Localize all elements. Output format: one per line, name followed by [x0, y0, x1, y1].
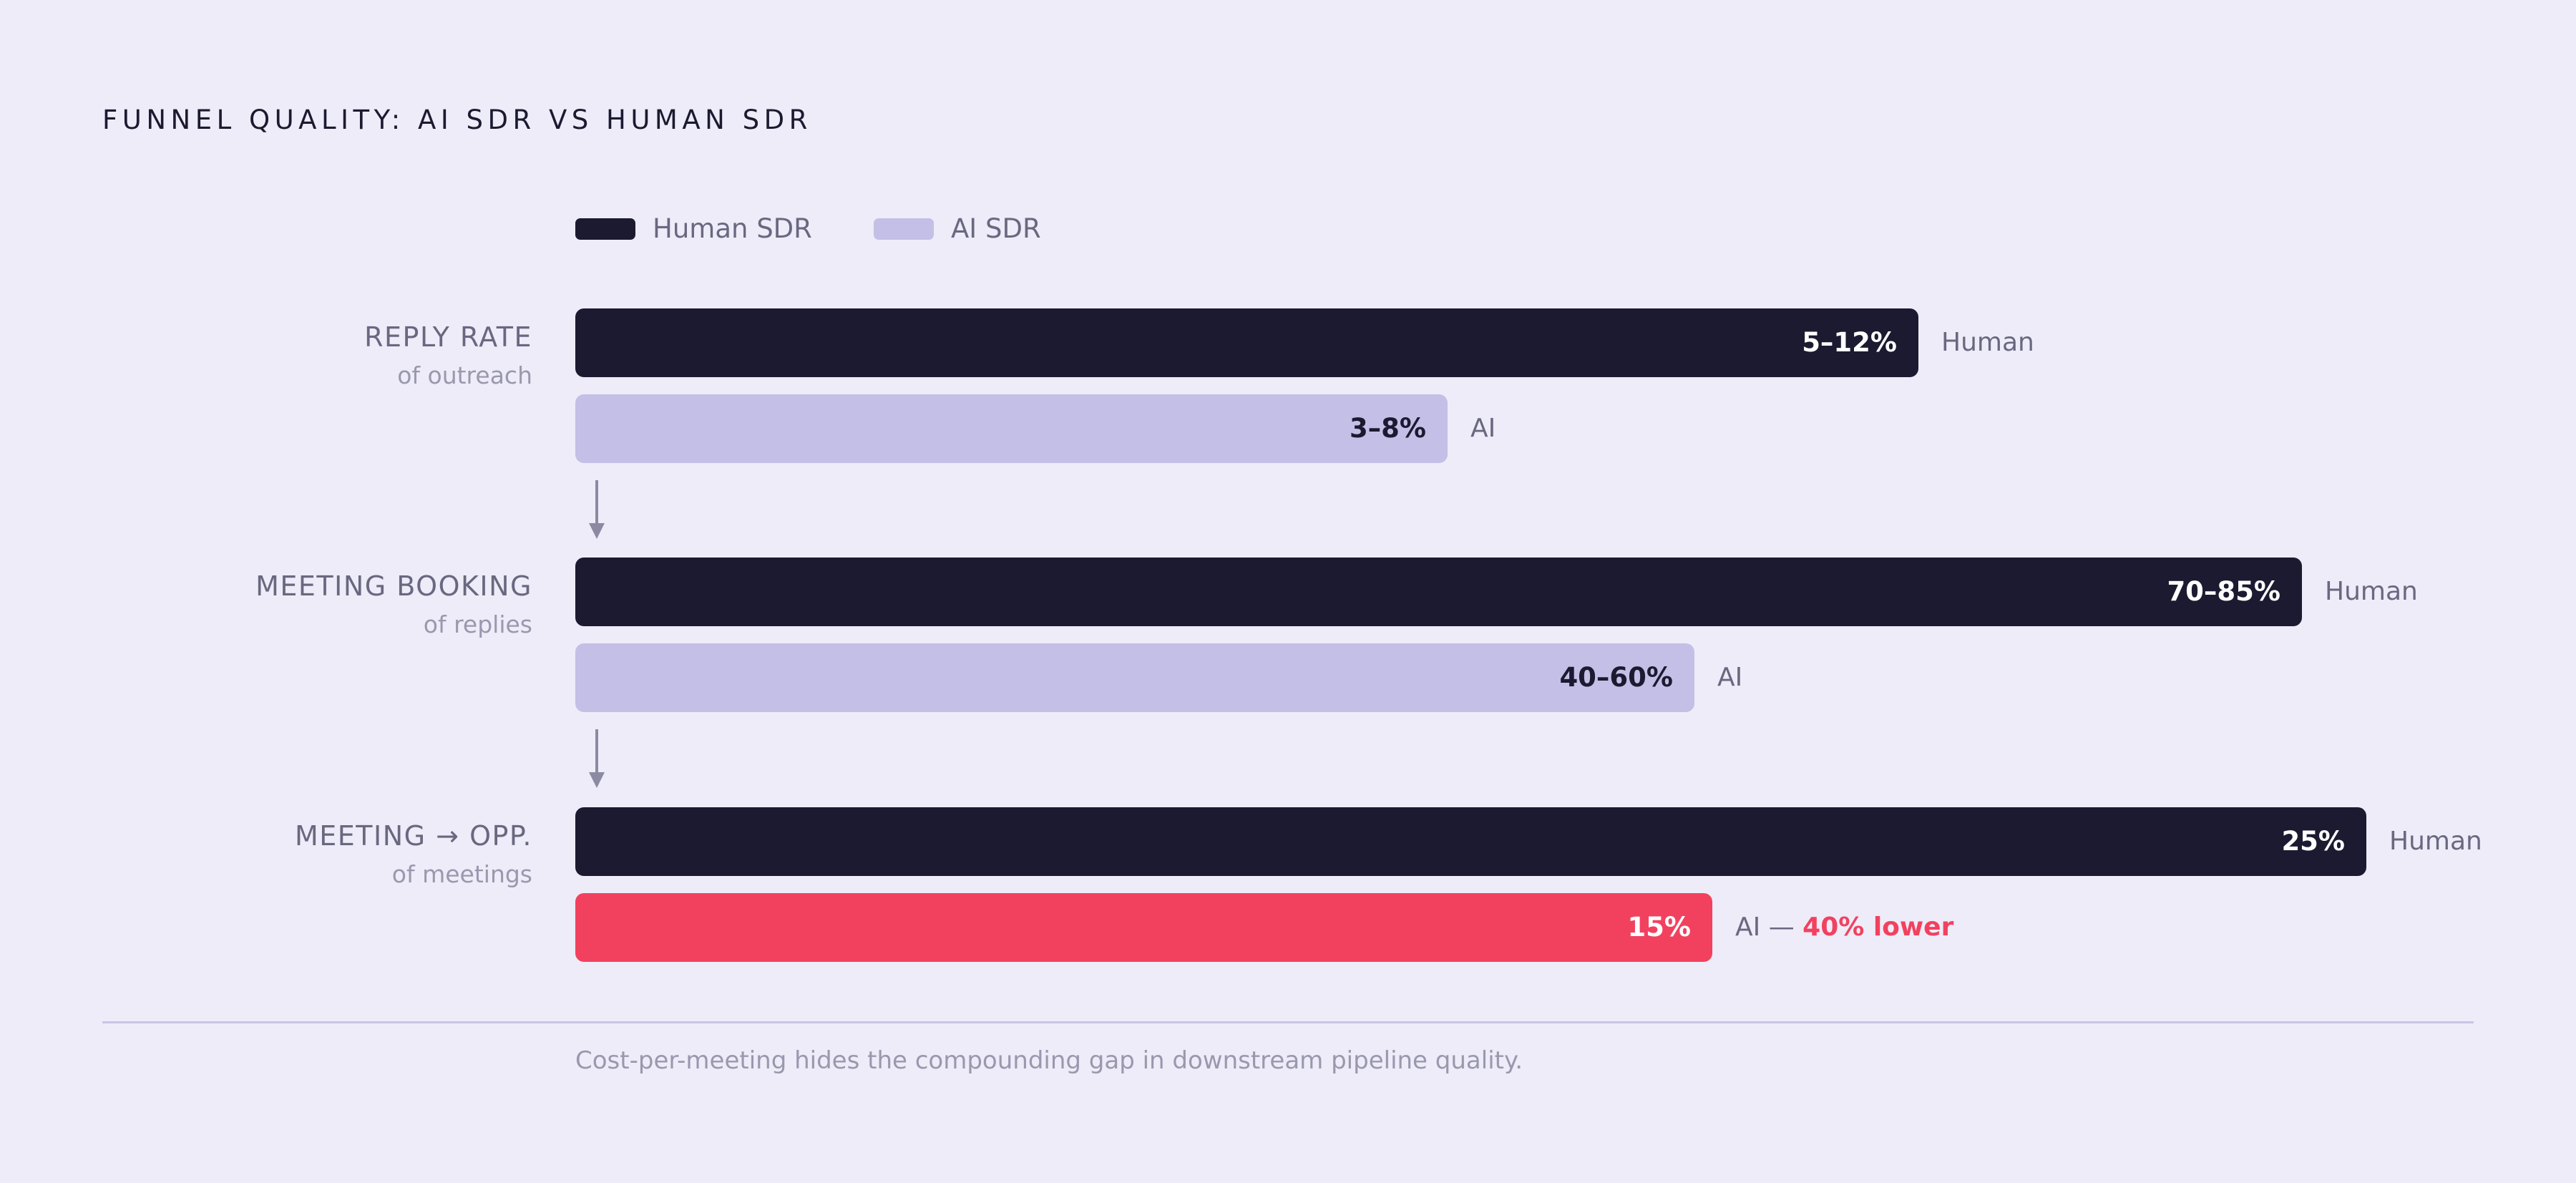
- bar-value-reply-rate-human: 5–12%: [1802, 327, 1897, 358]
- flow-arrow-down-icon: [589, 480, 605, 539]
- row-label-meeting-to-opp-sub: of meetings: [391, 860, 532, 888]
- row-label-meeting-to-opp-main: MEETING → OPP.: [295, 820, 532, 852]
- bar-tag-reply-rate-human: Human: [1941, 308, 2034, 377]
- row-label-reply-rate-main: REPLY RATE: [364, 321, 532, 353]
- legend-label-ai-sdr: AI SDR: [951, 213, 1041, 244]
- bar-value-meeting-booking-human: 70–85%: [2167, 576, 2280, 607]
- legend-label-human-sdr: Human SDR: [653, 213, 812, 244]
- row-label-reply-rate-sub: of outreach: [397, 361, 532, 389]
- bar-tag-text-reply-rate-human: Human: [1941, 328, 2034, 357]
- bar-tag-meeting-to-opp-human: Human: [2389, 807, 2482, 876]
- row-label-meeting-to-opp: MEETING → OPP. of meetings: [295, 820, 532, 889]
- bar-tag-text-meeting-booking-ai: AI: [1717, 663, 1743, 692]
- bar-reply-rate-human: 5–12%: [575, 308, 1918, 377]
- bar-tag-meeting-booking-ai: AI: [1717, 643, 1742, 712]
- bar-meeting-booking-ai: 40–60%: [575, 643, 1694, 712]
- bar-tag-reply-rate-ai: AI: [1470, 394, 1496, 463]
- bar-value-reply-rate-ai: 3–8%: [1349, 413, 1426, 444]
- legend-swatch-ai-sdr: [874, 218, 934, 240]
- bar-tag-text-meeting-to-opp-human: Human: [2389, 827, 2482, 856]
- bar-tag-text-meeting-to-opp-ai: AI —: [1735, 912, 1803, 942]
- row-label-meeting-booking: MEETING BOOKING of replies: [255, 570, 532, 639]
- bar-value-meeting-to-opp-human: 25%: [2281, 826, 2345, 857]
- bar-tag-text-meeting-booking-human: Human: [2325, 577, 2418, 606]
- footnote: Cost-per-meeting hides the compounding g…: [575, 1046, 1523, 1075]
- flow-arrow-down-icon: [589, 729, 605, 788]
- bar-value-meeting-booking-ai: 40–60%: [1559, 662, 1673, 693]
- bar-tag-text-reply-rate-ai: AI: [1470, 414, 1496, 443]
- row-label-meeting-booking-main: MEETING BOOKING: [255, 570, 532, 602]
- chart-title: FUNNEL QUALITY: AI SDR VS HUMAN SDR: [102, 104, 812, 135]
- bar-tag-meeting-booking-human: Human: [2325, 558, 2418, 626]
- row-label-reply-rate: REPLY RATE of outreach: [364, 321, 532, 390]
- bar-meeting-to-opp-ai: 15%: [575, 893, 1712, 962]
- footer-divider: [102, 1021, 2474, 1023]
- bar-reply-rate-ai: 3–8%: [575, 394, 1448, 463]
- bar-value-meeting-to-opp-ai: 15%: [1627, 912, 1691, 943]
- bar-meeting-booking-human: 70–85%: [575, 558, 2302, 626]
- bar-meeting-to-opp-human: 25%: [575, 807, 2366, 876]
- legend-swatch-human-sdr: [575, 218, 635, 240]
- bar-annotation-40-lower: 40% lower: [1802, 912, 1954, 942]
- row-label-meeting-booking-sub: of replies: [423, 610, 532, 638]
- bar-tag-meeting-to-opp-ai: AI — 40% lower: [1735, 893, 1953, 962]
